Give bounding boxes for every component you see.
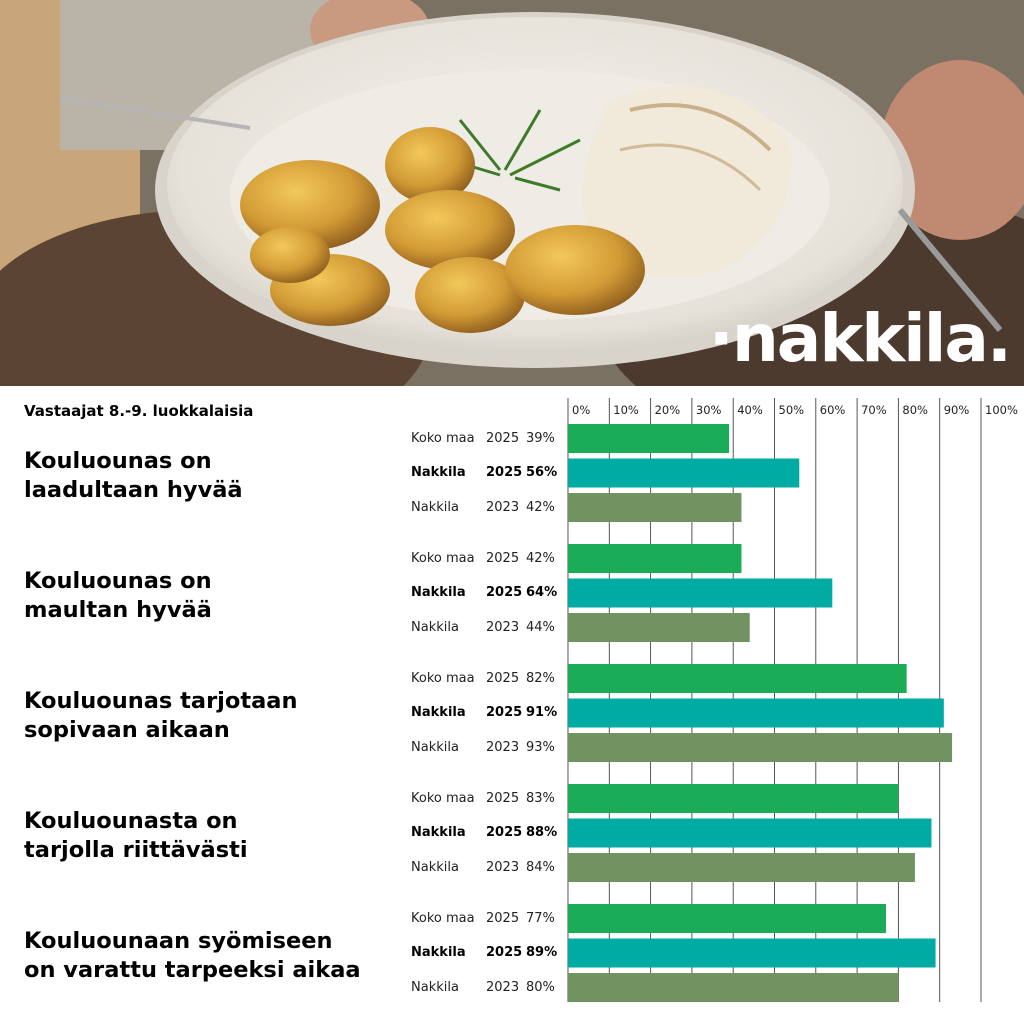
question-title: Kouluounas on maultan hyvää bbox=[24, 567, 384, 625]
bar-koko-maa bbox=[568, 784, 899, 813]
bar-nakkila-2025 bbox=[568, 578, 833, 608]
question-title: Kouluounasta on tarjolla riittävästi bbox=[24, 807, 384, 865]
respondents-label: Vastaajat 8.-9. luokkalaisia bbox=[24, 402, 254, 420]
row-label: 80% bbox=[526, 979, 555, 995]
row-label: 77% bbox=[526, 910, 555, 926]
row-label: 84% bbox=[526, 859, 555, 875]
bar-nakkila-2025 bbox=[568, 818, 932, 848]
row-name: Nakkila bbox=[411, 979, 459, 995]
bar-koko-maa bbox=[568, 424, 730, 453]
row-label: 89% bbox=[526, 945, 558, 960]
header-photo: ·nakkila. bbox=[0, 0, 1024, 386]
row-name: Nakkila bbox=[411, 619, 459, 635]
bar-nakkila-2025 bbox=[568, 698, 944, 728]
row-label: 39% bbox=[526, 430, 555, 446]
question-title-line: sopivaan aikaan bbox=[24, 717, 230, 743]
question-title-line: maultan hyvää bbox=[24, 597, 212, 623]
row-label: 93% bbox=[526, 739, 555, 755]
x-tick-label: 0% bbox=[572, 403, 590, 417]
question-title-line: Kouluounaan syömiseen bbox=[24, 928, 333, 954]
x-tick-label: 10% bbox=[613, 403, 639, 417]
row-name: Nakkila bbox=[411, 945, 466, 960]
row-year: 2025 bbox=[486, 910, 520, 926]
x-tick-label: 80% bbox=[902, 403, 928, 417]
bar-nakkila-2023 bbox=[568, 613, 750, 642]
x-tick-label: 90% bbox=[944, 403, 970, 417]
x-tick-label: 60% bbox=[820, 403, 846, 417]
row-name: Nakkila bbox=[411, 705, 466, 720]
question-title-line: tarjolla riittävästi bbox=[24, 837, 248, 863]
bar-nakkila-2023 bbox=[568, 493, 742, 522]
row-year: 2025 bbox=[486, 465, 523, 480]
bar-nakkila-2025 bbox=[568, 938, 936, 968]
x-tick-label: 70% bbox=[861, 403, 887, 417]
row-name: Nakkila bbox=[411, 825, 466, 840]
row-year: 2025 bbox=[486, 550, 520, 566]
x-tick-label: 40% bbox=[737, 403, 763, 417]
row-label: 83% bbox=[526, 790, 555, 806]
bar-koko-maa bbox=[568, 904, 887, 933]
row-year: 2023 bbox=[486, 619, 520, 635]
row-year: 2025 bbox=[486, 825, 523, 840]
bar-koko-maa bbox=[568, 544, 742, 573]
row-year: 2025 bbox=[486, 790, 520, 806]
x-tick-label: 100% bbox=[985, 403, 1018, 417]
row-label: 82% bbox=[526, 670, 555, 686]
row-label: 88% bbox=[526, 825, 558, 840]
row-year: 2023 bbox=[486, 739, 520, 755]
question-title: Kouluounas tarjotaan sopivaan aikaan bbox=[24, 687, 384, 745]
row-name: Nakkila bbox=[411, 739, 459, 755]
bar-nakkila-2023 bbox=[568, 733, 953, 762]
row-name: Nakkila bbox=[411, 499, 459, 515]
row-year: 2025 bbox=[486, 705, 523, 720]
row-label: 91% bbox=[526, 705, 558, 720]
x-tick-label: 50% bbox=[779, 403, 805, 417]
row-year: 2023 bbox=[486, 499, 520, 515]
row-year: 2025 bbox=[486, 430, 520, 446]
question-title: Kouluounaan syömiseen on varattu tarpeeks… bbox=[24, 927, 384, 985]
question-title-line: laadultaan hyvää bbox=[24, 477, 243, 503]
row-year: 2025 bbox=[486, 670, 520, 686]
row-year: 2025 bbox=[486, 585, 523, 600]
question-title-line: Kouluounas tarjotaan bbox=[24, 688, 298, 714]
row-label: 64% bbox=[526, 585, 558, 600]
row-name: Koko maa bbox=[411, 910, 475, 926]
food-plate-illustration bbox=[0, 0, 1024, 386]
bar-nakkila-2025 bbox=[568, 458, 800, 488]
question-title-line: Kouluounas on bbox=[24, 448, 212, 474]
row-name: Nakkila bbox=[411, 859, 459, 875]
question-title-line: Kouluounasta on bbox=[24, 808, 238, 834]
row-name: Koko maa bbox=[411, 670, 475, 686]
x-tick-label: 20% bbox=[655, 403, 681, 417]
x-tick-label: 30% bbox=[696, 403, 722, 417]
row-label: 42% bbox=[526, 550, 555, 566]
row-name: Nakkila bbox=[411, 465, 466, 480]
row-label: 44% bbox=[526, 619, 555, 635]
row-year: 2025 bbox=[486, 945, 523, 960]
row-name: Nakkila bbox=[411, 585, 466, 600]
row-name: Koko maa bbox=[411, 550, 475, 566]
question-title-line: Kouluounas on bbox=[24, 568, 212, 594]
question-title-line: on varattu tarpeeksi aikaa bbox=[24, 957, 361, 983]
bar-koko-maa bbox=[568, 664, 907, 693]
bar-nakkila-2023 bbox=[568, 973, 899, 1002]
row-label: 42% bbox=[526, 499, 555, 515]
row-name: Koko maa bbox=[411, 430, 475, 446]
row-year: 2023 bbox=[486, 979, 520, 995]
row-year: 2023 bbox=[486, 859, 520, 875]
question-title: Kouluounas on laadultaan hyvää bbox=[24, 447, 384, 505]
nakkila-logo: ·nakkila. bbox=[708, 300, 1012, 377]
row-label: 56% bbox=[526, 465, 558, 480]
bar-nakkila-2023 bbox=[568, 853, 915, 882]
row-name: Koko maa bbox=[411, 790, 475, 806]
